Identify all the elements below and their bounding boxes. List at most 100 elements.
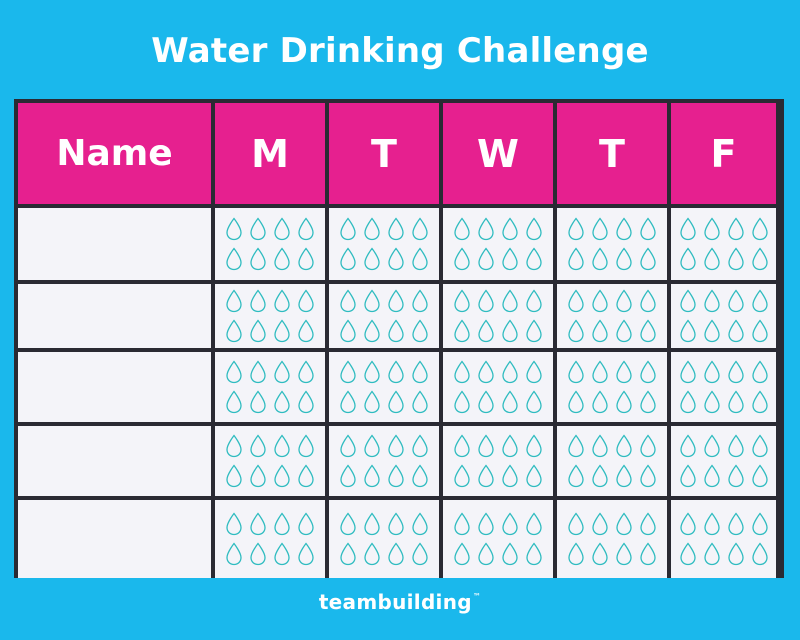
water-drop-icon[interactable] bbox=[567, 289, 585, 313]
water-drop-icon[interactable] bbox=[727, 360, 745, 384]
day-cell[interactable] bbox=[443, 500, 553, 578]
water-drop-icon[interactable] bbox=[751, 319, 769, 343]
day-cell[interactable] bbox=[671, 208, 776, 280]
water-drop-icon[interactable] bbox=[567, 360, 585, 384]
water-drop-icon[interactable] bbox=[679, 289, 697, 313]
water-drop-icon[interactable] bbox=[411, 289, 429, 313]
water-drop-icon[interactable] bbox=[525, 390, 543, 414]
water-drop-icon[interactable] bbox=[703, 390, 721, 414]
water-drop-icon[interactable] bbox=[525, 542, 543, 566]
water-drop-icon[interactable] bbox=[639, 542, 657, 566]
water-drop-icon[interactable] bbox=[387, 360, 405, 384]
day-cell[interactable] bbox=[557, 426, 667, 496]
water-drop-icon[interactable] bbox=[339, 464, 357, 488]
water-drop-icon[interactable] bbox=[501, 247, 519, 271]
water-drop-icon[interactable] bbox=[615, 512, 633, 536]
water-drop-icon[interactable] bbox=[727, 464, 745, 488]
water-drop-icon[interactable] bbox=[387, 319, 405, 343]
water-drop-icon[interactable] bbox=[387, 217, 405, 241]
water-drop-icon[interactable] bbox=[679, 542, 697, 566]
day-cell[interactable] bbox=[557, 284, 667, 348]
water-drop-icon[interactable] bbox=[225, 247, 243, 271]
water-drop-icon[interactable] bbox=[751, 434, 769, 458]
water-drop-icon[interactable] bbox=[249, 542, 267, 566]
water-drop-icon[interactable] bbox=[273, 319, 291, 343]
water-drop-icon[interactable] bbox=[363, 434, 381, 458]
day-cell[interactable] bbox=[215, 284, 325, 348]
water-drop-icon[interactable] bbox=[751, 390, 769, 414]
water-drop-icon[interactable] bbox=[615, 319, 633, 343]
water-drop-icon[interactable] bbox=[525, 360, 543, 384]
day-cell[interactable] bbox=[215, 352, 325, 422]
day-cell[interactable] bbox=[557, 352, 667, 422]
water-drop-icon[interactable] bbox=[679, 217, 697, 241]
water-drop-icon[interactable] bbox=[363, 542, 381, 566]
water-drop-icon[interactable] bbox=[501, 217, 519, 241]
water-drop-icon[interactable] bbox=[703, 217, 721, 241]
water-drop-icon[interactable] bbox=[567, 542, 585, 566]
water-drop-icon[interactable] bbox=[339, 247, 357, 271]
water-drop-icon[interactable] bbox=[727, 434, 745, 458]
water-drop-icon[interactable] bbox=[297, 390, 315, 414]
water-drop-icon[interactable] bbox=[411, 434, 429, 458]
water-drop-icon[interactable] bbox=[751, 247, 769, 271]
water-drop-icon[interactable] bbox=[225, 319, 243, 343]
water-drop-icon[interactable] bbox=[591, 319, 609, 343]
water-drop-icon[interactable] bbox=[339, 319, 357, 343]
water-drop-icon[interactable] bbox=[727, 390, 745, 414]
water-drop-icon[interactable] bbox=[411, 319, 429, 343]
water-drop-icon[interactable] bbox=[411, 217, 429, 241]
water-drop-icon[interactable] bbox=[453, 289, 471, 313]
water-drop-icon[interactable] bbox=[639, 464, 657, 488]
water-drop-icon[interactable] bbox=[591, 289, 609, 313]
day-cell[interactable] bbox=[671, 352, 776, 422]
water-drop-icon[interactable] bbox=[501, 289, 519, 313]
water-drop-icon[interactable] bbox=[273, 512, 291, 536]
water-drop-icon[interactable] bbox=[363, 217, 381, 241]
water-drop-icon[interactable] bbox=[339, 390, 357, 414]
water-drop-icon[interactable] bbox=[453, 390, 471, 414]
water-drop-icon[interactable] bbox=[453, 217, 471, 241]
water-drop-icon[interactable] bbox=[273, 289, 291, 313]
water-drop-icon[interactable] bbox=[591, 217, 609, 241]
water-drop-icon[interactable] bbox=[249, 247, 267, 271]
water-drop-icon[interactable] bbox=[703, 360, 721, 384]
water-drop-icon[interactable] bbox=[339, 512, 357, 536]
day-cell[interactable] bbox=[671, 500, 776, 578]
water-drop-icon[interactable] bbox=[751, 289, 769, 313]
water-drop-icon[interactable] bbox=[411, 464, 429, 488]
water-drop-icon[interactable] bbox=[411, 512, 429, 536]
water-drop-icon[interactable] bbox=[297, 542, 315, 566]
water-drop-icon[interactable] bbox=[225, 390, 243, 414]
water-drop-icon[interactable] bbox=[639, 289, 657, 313]
water-drop-icon[interactable] bbox=[273, 542, 291, 566]
water-drop-icon[interactable] bbox=[615, 289, 633, 313]
water-drop-icon[interactable] bbox=[225, 464, 243, 488]
water-drop-icon[interactable] bbox=[363, 360, 381, 384]
water-drop-icon[interactable] bbox=[525, 434, 543, 458]
name-cell[interactable] bbox=[18, 208, 211, 280]
water-drop-icon[interactable] bbox=[363, 319, 381, 343]
name-cell[interactable] bbox=[18, 352, 211, 422]
water-drop-icon[interactable] bbox=[225, 289, 243, 313]
water-drop-icon[interactable] bbox=[225, 217, 243, 241]
water-drop-icon[interactable] bbox=[703, 464, 721, 488]
day-cell[interactable] bbox=[557, 500, 667, 578]
water-drop-icon[interactable] bbox=[273, 217, 291, 241]
name-cell[interactable] bbox=[18, 500, 211, 578]
water-drop-icon[interactable] bbox=[751, 542, 769, 566]
water-drop-icon[interactable] bbox=[501, 434, 519, 458]
water-drop-icon[interactable] bbox=[501, 464, 519, 488]
day-cell[interactable] bbox=[329, 500, 439, 578]
water-drop-icon[interactable] bbox=[225, 512, 243, 536]
water-drop-icon[interactable] bbox=[477, 247, 495, 271]
water-drop-icon[interactable] bbox=[477, 289, 495, 313]
day-cell[interactable] bbox=[443, 208, 553, 280]
water-drop-icon[interactable] bbox=[639, 247, 657, 271]
water-drop-icon[interactable] bbox=[525, 512, 543, 536]
water-drop-icon[interactable] bbox=[339, 217, 357, 241]
water-drop-icon[interactable] bbox=[639, 512, 657, 536]
water-drop-icon[interactable] bbox=[249, 217, 267, 241]
water-drop-icon[interactable] bbox=[387, 542, 405, 566]
water-drop-icon[interactable] bbox=[453, 542, 471, 566]
